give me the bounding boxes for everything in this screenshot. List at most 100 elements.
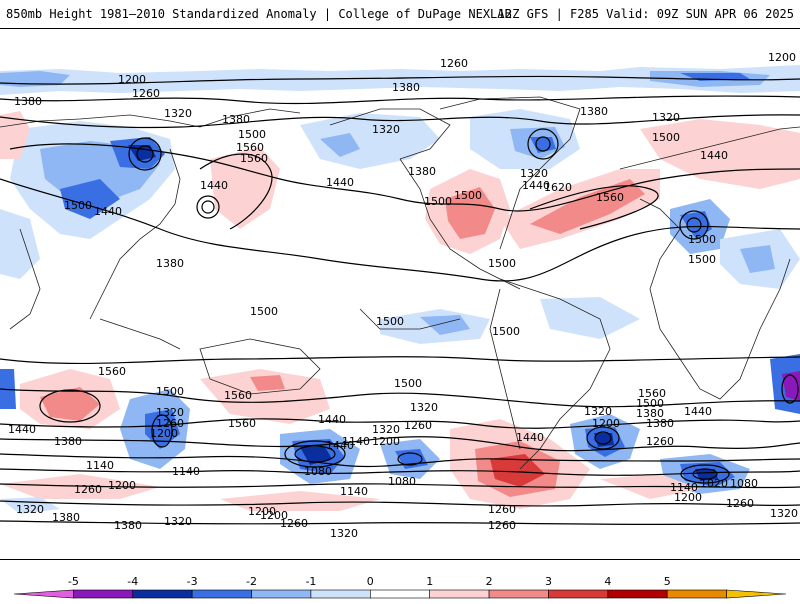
model-run-valid-time: 12Z GFS | F285 Valid: 09Z SUN APR 06 202… (497, 7, 794, 21)
contour-label: 1560 (596, 191, 624, 204)
colorbar-segment (132, 589, 193, 599)
contour-label: 1200 (372, 435, 400, 448)
contour-asia-low-outer (128, 137, 162, 171)
colorbar-segment (607, 589, 668, 599)
atlantic-positive-strong (530, 179, 645, 234)
contour-label: 1320 (164, 107, 192, 120)
contour-low-ind-1 (151, 414, 173, 448)
us-positive-strong (445, 187, 495, 239)
mideast-negative-core (680, 211, 712, 239)
south-pacific-low-core (300, 447, 332, 465)
contour-label: 1500 (454, 189, 482, 202)
contour-label: 1440 (516, 431, 544, 444)
south-atlantic-positive-core (490, 454, 545, 487)
contour-label: 1320 (372, 123, 400, 136)
contour-label: 1140 (670, 481, 698, 494)
colorbar-tick-label: -4 (127, 575, 138, 588)
alaska-coast (329, 108, 451, 160)
contour-label: 1140 (342, 435, 370, 448)
contour-label: 1320 (372, 423, 400, 436)
contour-low-si-1 (692, 468, 718, 480)
contour-low-sp-1 (294, 445, 336, 463)
contour-label: 1320 (330, 527, 358, 540)
tasman-positive (200, 369, 330, 424)
colorbar-segment (13, 589, 74, 599)
arabia-negative-mid (740, 245, 775, 273)
contour-label: 1500 (636, 397, 664, 410)
south-america-coast (499, 278, 611, 470)
contour-label: 1500 (156, 385, 184, 398)
contour-1500-north (0, 178, 800, 282)
contour-label: 1320 (652, 111, 680, 124)
contour-label: 1440 (522, 179, 550, 192)
contour-label: 1320 (164, 515, 192, 528)
colorbar-segment (191, 589, 252, 599)
contour-label: 1200 (108, 479, 136, 492)
pacific-islands (359, 308, 461, 330)
contour-label: 1260 (726, 497, 754, 510)
asia-negative-core (128, 145, 156, 161)
contour-label: 1440 (326, 439, 354, 452)
colorbar-tick-label: 0 (367, 575, 374, 588)
brazil-negative (540, 297, 640, 339)
asia-north-coast (0, 108, 301, 128)
contour-label: 1140 (172, 465, 200, 478)
contour-label: 1260 (488, 503, 516, 516)
colorbar-segment (370, 589, 430, 599)
north-america-east-coast (439, 96, 581, 250)
contour-1380-south (0, 436, 800, 452)
europe-north-coast (619, 126, 800, 170)
contour-label: 1140 (86, 459, 114, 472)
colorbar-segment (73, 589, 134, 599)
anomaly-map: 1260 1200 1200 1260 1380 1320 1380 1380 … (0, 51, 800, 540)
india-negative (0, 209, 40, 279)
contour-label: 1260 (646, 435, 674, 448)
contour-label: 1560 (638, 387, 666, 400)
contour-label: 1440 (700, 149, 728, 162)
contour-label: 1200 (150, 427, 178, 440)
asia-east-coast (89, 148, 181, 320)
contour-low-sp2-1 (397, 452, 423, 466)
contour-label: 1260 (488, 519, 516, 532)
australia-coast (199, 338, 321, 395)
alaska-negative-core (320, 133, 360, 157)
contour-label: 1200 (768, 51, 796, 64)
pacific-positive (210, 147, 280, 229)
contour-label: 1380 (54, 435, 82, 448)
china-negative-strong (60, 179, 120, 219)
contour-1440-south (0, 418, 800, 429)
contour-canada-low (535, 136, 551, 152)
contour-label: 1500 (64, 199, 92, 212)
colorbar-segment (488, 589, 549, 599)
contour-label: 1320 (520, 167, 548, 180)
contour-label: 1500 (376, 315, 404, 328)
colorbar-segment (310, 589, 371, 599)
colorbar-tick-label: -2 (246, 575, 257, 588)
map-header: 850mb Height 1981–2010 Standardized Anom… (0, 0, 800, 28)
colorbar-tick-label: 3 (545, 575, 552, 588)
contour-label: 1380 (646, 417, 674, 430)
contour-label: 1080 (304, 465, 332, 478)
contour-label: 1380 (636, 407, 664, 420)
contour-1500-south (0, 356, 800, 365)
colorbar-tick-label: 5 (664, 575, 671, 588)
anomaly-colorbar: -5 -4 -3 -2 -1 0 1 2 3 4 5 (0, 568, 800, 600)
antarctic-positive-mid (220, 491, 380, 511)
contour-label: 1200 (260, 509, 288, 522)
height-contours (0, 75, 800, 525)
colorbar-tick-label: -1 (305, 575, 316, 588)
contour-label: 1500 (688, 253, 716, 266)
contour-label: 1500 (238, 128, 266, 141)
contour-label: 1320 (156, 406, 184, 419)
contour-label: 1380 (114, 519, 142, 532)
contour-label: 1200 (592, 417, 620, 430)
contour-label: 1200 (248, 505, 276, 518)
alaska-negative (300, 113, 440, 169)
colorbar-tick-label: 2 (486, 575, 493, 588)
india-coast (9, 228, 41, 330)
tasman-positive-core (250, 375, 285, 391)
colorbar-tick-label: 4 (604, 575, 611, 588)
contour-label: 1380 (392, 81, 420, 94)
contour-label: 1260 (280, 517, 308, 530)
contour-label: 1020 (700, 477, 728, 490)
